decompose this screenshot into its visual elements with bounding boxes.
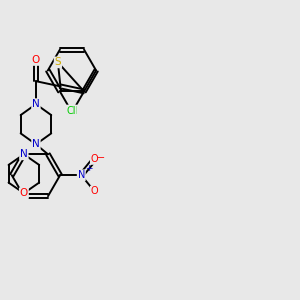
Text: S: S (55, 57, 61, 68)
Text: O: O (20, 188, 28, 198)
Text: N: N (32, 139, 40, 149)
Text: Cl: Cl (66, 106, 76, 116)
Text: +: + (85, 164, 92, 173)
Text: O: O (32, 55, 40, 65)
Text: N: N (78, 170, 85, 180)
Text: N: N (32, 99, 40, 109)
Text: O: O (91, 154, 98, 164)
Text: Cl: Cl (68, 106, 78, 116)
Text: O: O (91, 186, 98, 197)
Text: −: − (97, 153, 105, 163)
Text: N: N (20, 149, 28, 159)
